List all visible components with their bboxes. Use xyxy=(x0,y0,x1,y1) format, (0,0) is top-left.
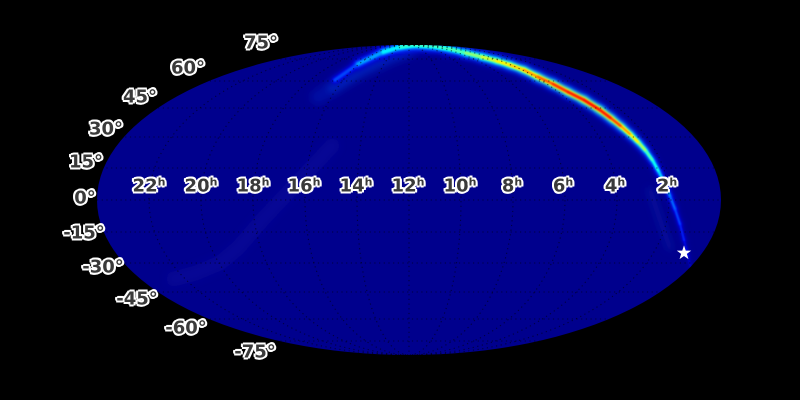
ra-tick-4h: 4h xyxy=(605,176,625,197)
ra-tick-6h: 6h xyxy=(553,176,573,197)
probability-arc-segment xyxy=(610,117,624,129)
probability-arc-segment xyxy=(582,98,602,112)
probability-arc-segment xyxy=(430,45,452,51)
ra-tick-14h: 14h xyxy=(340,176,373,197)
faint-band xyxy=(166,138,340,287)
probability-arc-segment xyxy=(638,142,647,152)
probability-arc-segment xyxy=(398,45,417,49)
probability-arc-segment xyxy=(674,208,681,225)
ra-tick-value: 18 xyxy=(236,175,262,197)
ra-tick-8h: 8h xyxy=(502,176,522,197)
ra-tick-value: 2 xyxy=(656,175,670,197)
ra-tick-sup: h xyxy=(565,175,574,189)
dec-tick-m45: -45° xyxy=(116,288,158,310)
ra-tick-value: 20 xyxy=(184,175,210,197)
probability-arc-segment xyxy=(551,82,570,94)
ra-tick-18h: 18h xyxy=(237,176,270,197)
star-marker xyxy=(676,245,692,260)
probability-arc-segment xyxy=(448,47,468,55)
probability-arc-segment xyxy=(620,125,633,137)
probability-arc-segment xyxy=(464,51,484,59)
dec-tick-m30: -30° xyxy=(82,256,124,278)
ra-tick-sup: h xyxy=(669,175,678,189)
dec-tick-60: 60° xyxy=(170,57,206,79)
ra-tick-value: 16 xyxy=(287,175,313,197)
ra-tick-sup: h xyxy=(364,175,373,189)
graticule-meridian xyxy=(304,45,410,355)
ra-tick-sup: h xyxy=(157,175,166,189)
probability-arc-segment xyxy=(658,171,666,185)
probability-arc-segment xyxy=(652,160,660,173)
ra-tick-sup: h xyxy=(209,175,218,189)
dec-tick-15: 15° xyxy=(68,151,104,173)
ra-tick-value: 4 xyxy=(604,175,618,197)
probability-arc-segment xyxy=(598,108,614,121)
ra-tick-sup: h xyxy=(261,175,270,189)
probability-arc-segment xyxy=(669,195,676,210)
probability-arc-segment xyxy=(333,62,360,82)
dec-tick-m75: -75° xyxy=(234,341,276,363)
graticule-meridian xyxy=(200,45,410,355)
ra-tick-sup: h xyxy=(617,175,626,189)
dec-tick-m60: -60° xyxy=(165,317,207,339)
probability-arc-segment xyxy=(679,223,685,241)
ra-tick-sup: h xyxy=(312,175,321,189)
probability-arc-core xyxy=(333,45,693,273)
ra-tick-22h: 22h xyxy=(133,176,166,197)
probability-arc-segment xyxy=(566,90,586,102)
probability-arc-segment xyxy=(356,50,385,66)
graticule-meridian xyxy=(408,45,618,355)
probability-arc-segment xyxy=(495,59,512,67)
sky-ellipse-layer xyxy=(97,45,721,355)
probability-arc-segment xyxy=(480,55,499,63)
ra-tick-sup: h xyxy=(468,175,477,189)
dec-tick-0: 0° xyxy=(74,187,96,209)
ra-tick-12h: 12h xyxy=(392,176,425,197)
dec-tick-30: 30° xyxy=(88,118,124,140)
probability-arc-segment xyxy=(645,150,654,162)
probability-arc-segment xyxy=(536,75,555,86)
graticule-meridian xyxy=(408,45,514,355)
ra-tick-value: 10 xyxy=(443,175,469,197)
ra-tick-16h: 16h xyxy=(288,176,321,197)
ra-tick-value: 6 xyxy=(552,175,566,197)
dec-tick-m15: -15° xyxy=(63,222,105,244)
ra-tick-2h: 2h xyxy=(657,176,677,197)
ra-tick-value: 12 xyxy=(391,175,417,197)
probability-arc-segment xyxy=(381,45,402,54)
probability-arc-segment xyxy=(522,68,540,79)
star-marker-layer xyxy=(676,245,692,260)
probability-arc-segment xyxy=(508,63,526,72)
dec-tick-45: 45° xyxy=(122,86,158,108)
probability-arc-segment xyxy=(630,134,640,144)
ra-tick-20h: 20h xyxy=(185,176,218,197)
ra-tick-value: 22 xyxy=(132,175,158,197)
ra-tick-sup: h xyxy=(416,175,425,189)
sky-ellipse xyxy=(97,45,721,355)
ra-tick-value: 14 xyxy=(339,175,365,197)
dec-tick-75: 75° xyxy=(243,32,279,54)
ra-tick-sup: h xyxy=(514,175,523,189)
ra-tick-10h: 10h xyxy=(444,176,477,197)
ra-tick-value: 8 xyxy=(501,175,515,197)
faint-band xyxy=(647,187,673,251)
